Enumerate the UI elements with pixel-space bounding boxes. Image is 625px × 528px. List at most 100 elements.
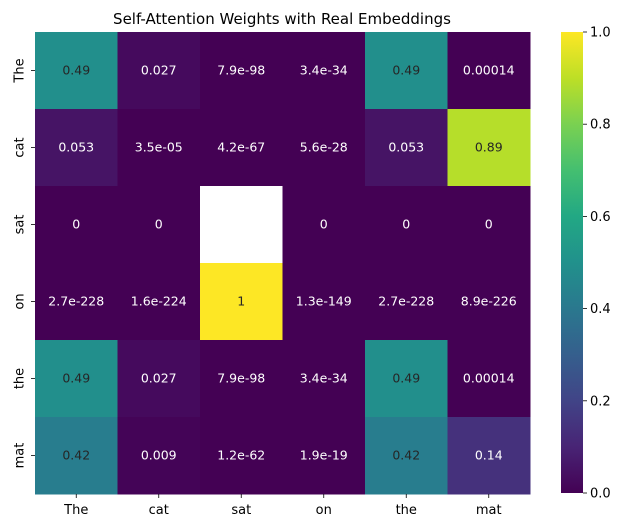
heatmap-cell-rect	[117, 263, 201, 341]
heatmap-cell: 4.2e-67	[200, 109, 283, 187]
heatmap-cell-rect	[447, 340, 531, 418]
cell-annotation: 3.4e-34	[300, 63, 348, 78]
y-tick-label: mat	[13, 443, 28, 469]
heatmap-cell-rect	[200, 186, 283, 264]
heatmap-cell: 0	[282, 186, 366, 264]
cell-annotation: 2.7e-228	[48, 294, 104, 309]
cell-annotation: 0.49	[62, 63, 90, 78]
cell-annotation: 7.9e-98	[217, 371, 265, 386]
heatmap-cell: 3.5e-05	[117, 109, 201, 187]
colorbar-tick-label: 0.0	[590, 487, 611, 502]
heatmap-cell-rect	[365, 417, 448, 495]
heatmap-cell: 0	[447, 186, 531, 264]
x-tick-label: The	[63, 503, 88, 518]
y-tick-label: The	[13, 58, 28, 83]
heatmap-cell-rect	[365, 263, 448, 341]
heatmap-cell: 3.4e-34	[282, 32, 366, 110]
y-tick-label: the	[13, 368, 28, 389]
heatmap-cell: 0.00014	[447, 32, 531, 110]
colorbar-tick-label: 0.4	[590, 302, 611, 317]
cell-annotation: 5.6e-28	[300, 140, 348, 155]
cell-annotation: 0.00014	[463, 371, 515, 386]
cell-annotation: 4.2e-67	[217, 140, 265, 155]
heatmap-cell: 0.49	[365, 340, 448, 418]
heatmap-cell: 0.49	[365, 32, 448, 110]
cell-annotation: 1	[237, 294, 245, 309]
cell-annotation: 0	[402, 217, 410, 232]
heatmap-cell: 1.9e-19	[282, 417, 366, 495]
heatmap-cell: 2.7e-228	[365, 263, 448, 341]
cell-annotation: 1.2e-62	[217, 448, 265, 463]
cell-annotation: 0	[485, 217, 493, 232]
heatmap-cell-rect	[35, 32, 118, 110]
cell-annotation: 0.49	[392, 371, 420, 386]
cell-annotation: 1.3e-149	[296, 294, 352, 309]
colorbar-tick-label: 0.8	[590, 118, 611, 133]
heatmap-cell: 0.42	[35, 417, 118, 495]
cell-annotation: 0.14	[475, 448, 503, 463]
cell-annotation: 0	[72, 217, 80, 232]
heatmap-cell-rect	[282, 32, 366, 110]
heatmap-cell-rect	[447, 263, 531, 341]
heatmap-cell-rect	[200, 340, 283, 418]
heatmap-cell: 0.42	[365, 417, 448, 495]
heatmap-cell-rect	[117, 186, 201, 264]
cell-annotation: 1.9e-19	[300, 448, 348, 463]
cell-annotation: 8.9e-226	[461, 294, 517, 309]
cell-annotation: 0.42	[62, 448, 90, 463]
cell-annotation: 0.027	[141, 63, 177, 78]
heatmap-cell	[200, 186, 283, 264]
heatmap-cell: 1.6e-224	[117, 263, 201, 341]
x-tick-label: the	[396, 503, 417, 518]
heatmap-cell: 0	[117, 186, 201, 264]
heatmap-cell-rect	[117, 109, 201, 187]
cell-annotation: 0.49	[62, 371, 90, 386]
y-tick-label: on	[13, 293, 28, 309]
cell-annotation: 0.49	[392, 63, 420, 78]
heatmap-cell: 0.89	[447, 109, 531, 187]
cell-annotation: 7.9e-98	[217, 63, 265, 78]
heatmap-cell-rect	[200, 32, 283, 110]
cell-annotation: 1.6e-224	[131, 294, 187, 309]
heatmap-cell: 1.3e-149	[282, 263, 366, 341]
heatmap-cell-rect	[447, 109, 531, 187]
heatmap-cell: 0.00014	[447, 340, 531, 418]
heatmap-cell-rect	[200, 109, 283, 187]
heatmap-cell-rect	[35, 109, 118, 187]
cell-annotation: 3.4e-34	[300, 371, 348, 386]
heatmap-cell-rect	[35, 186, 118, 264]
heatmap-cell-rect	[282, 263, 366, 341]
cell-annotation: 0.009	[141, 448, 177, 463]
x-tick-label: sat	[231, 503, 251, 518]
cell-annotation: 0	[155, 217, 163, 232]
heatmap-cell: 0.49	[35, 340, 118, 418]
heatmap-cell-rect	[117, 32, 201, 110]
x-tick-label: cat	[149, 503, 169, 518]
heatmap-cell: 5.6e-28	[282, 109, 366, 187]
heatmap-cell: 2.7e-228	[35, 263, 118, 341]
heatmap-cell-rect	[447, 186, 531, 264]
heatmap-cell-rect	[200, 263, 283, 341]
heatmap-cell-rect	[365, 32, 448, 110]
heatmap-cell: 0.027	[117, 32, 201, 110]
heatmap-cell: 0	[35, 186, 118, 264]
chart-title: Self-Attention Weights with Real Embeddi…	[113, 10, 451, 28]
heatmap-cell: 0.009	[117, 417, 201, 495]
cell-annotation: 0.053	[388, 140, 424, 155]
cell-annotation: 0.42	[392, 448, 420, 463]
heatmap-cell: 7.9e-98	[200, 32, 283, 110]
y-tick-label: sat	[13, 215, 28, 235]
heatmap-cell: 1.2e-62	[200, 417, 283, 495]
colorbar	[561, 32, 583, 493]
heatmap-cell-rect	[35, 417, 118, 495]
colorbar-tick-label: 0.6	[590, 210, 611, 225]
cell-annotation: 0.89	[475, 140, 503, 155]
heatmap-cell-rect	[117, 340, 201, 418]
heatmap-cell: 0.49	[35, 32, 118, 110]
x-tick-label: on	[316, 503, 332, 518]
heatmap-cell: 0	[365, 186, 448, 264]
heatmap-cell-rect	[282, 417, 366, 495]
heatmap-cell-rect	[282, 109, 366, 187]
cell-annotation: 0.053	[58, 140, 94, 155]
